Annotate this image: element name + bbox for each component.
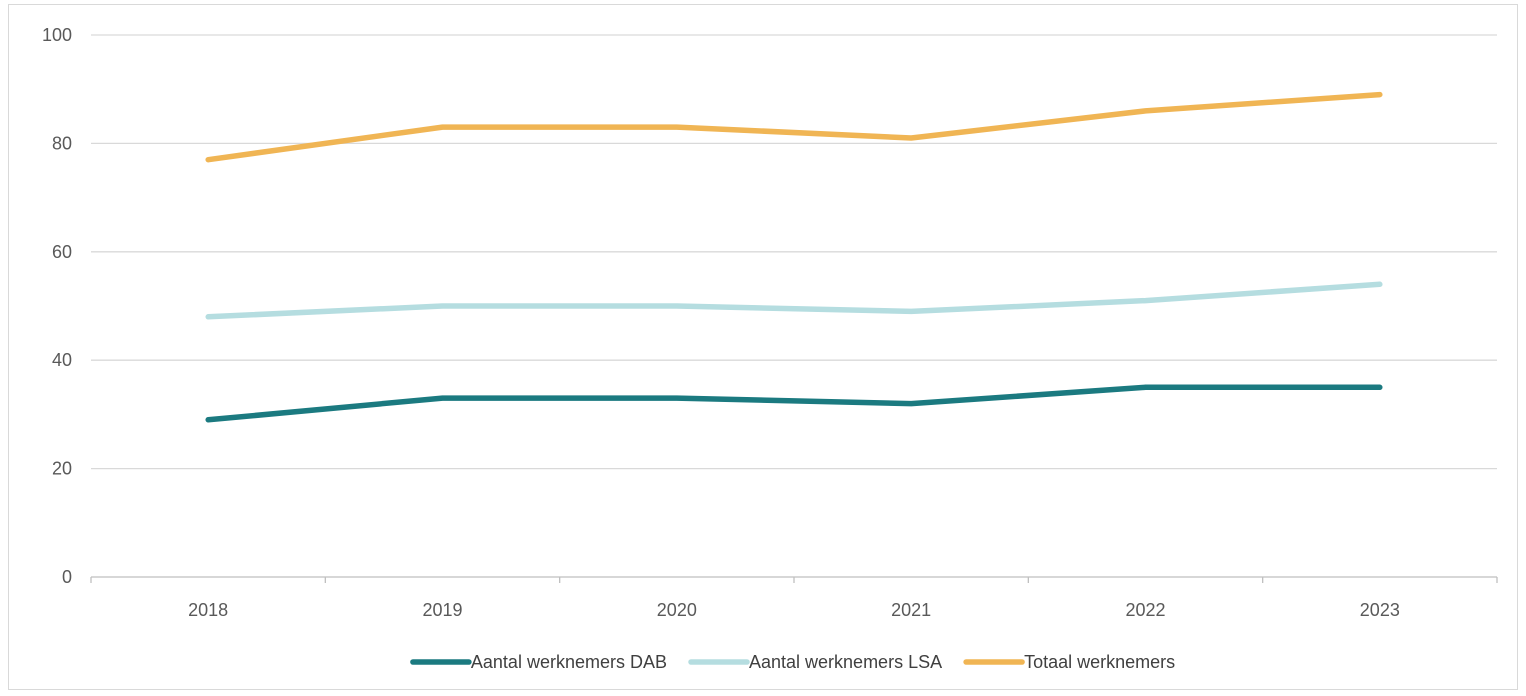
legend-label: Aantal werknemers LSA: [749, 652, 942, 672]
series-line-1: [205, 384, 1383, 423]
x-tick-label: 2022: [1125, 600, 1165, 620]
y-tick-label: 80: [52, 133, 72, 153]
legend: Aantal werknemers DAB Aantal werknemers L…: [410, 652, 1175, 672]
legend-label: Aantal werknemers DAB: [471, 652, 667, 672]
y-tick-label: 40: [52, 350, 72, 370]
gridlines: [91, 34, 1497, 470]
x-tick-label: 2021: [891, 600, 931, 620]
legend-item-3: Totaal werknemers: [963, 652, 1175, 672]
y-axis-tick-labels: 0 20 40 60 80 100: [42, 25, 72, 587]
y-tick-label: 20: [52, 459, 72, 479]
series-line-3: [205, 91, 1383, 163]
x-tick-label: 2023: [1360, 600, 1400, 620]
chart-frame: [8, 4, 1518, 690]
y-tick-label: 0: [62, 567, 72, 587]
legend-item-1: Aantal werknemers DAB: [410, 652, 667, 672]
x-tick-label: 2018: [188, 600, 228, 620]
series-line-2: [205, 281, 1383, 320]
legend-item-2: Aantal werknemers LSA: [688, 652, 942, 672]
y-tick-label: 100: [42, 25, 72, 45]
x-axis-tick-labels: 2018 2019 2020 2021 2022 2023: [188, 600, 1400, 620]
x-axis: [90, 576, 1498, 583]
x-tick-label: 2019: [422, 600, 462, 620]
legend-label: Totaal werknemers: [1024, 652, 1175, 672]
x-tick-label: 2020: [657, 600, 697, 620]
series-lines: [205, 91, 1383, 423]
y-tick-label: 60: [52, 242, 72, 262]
